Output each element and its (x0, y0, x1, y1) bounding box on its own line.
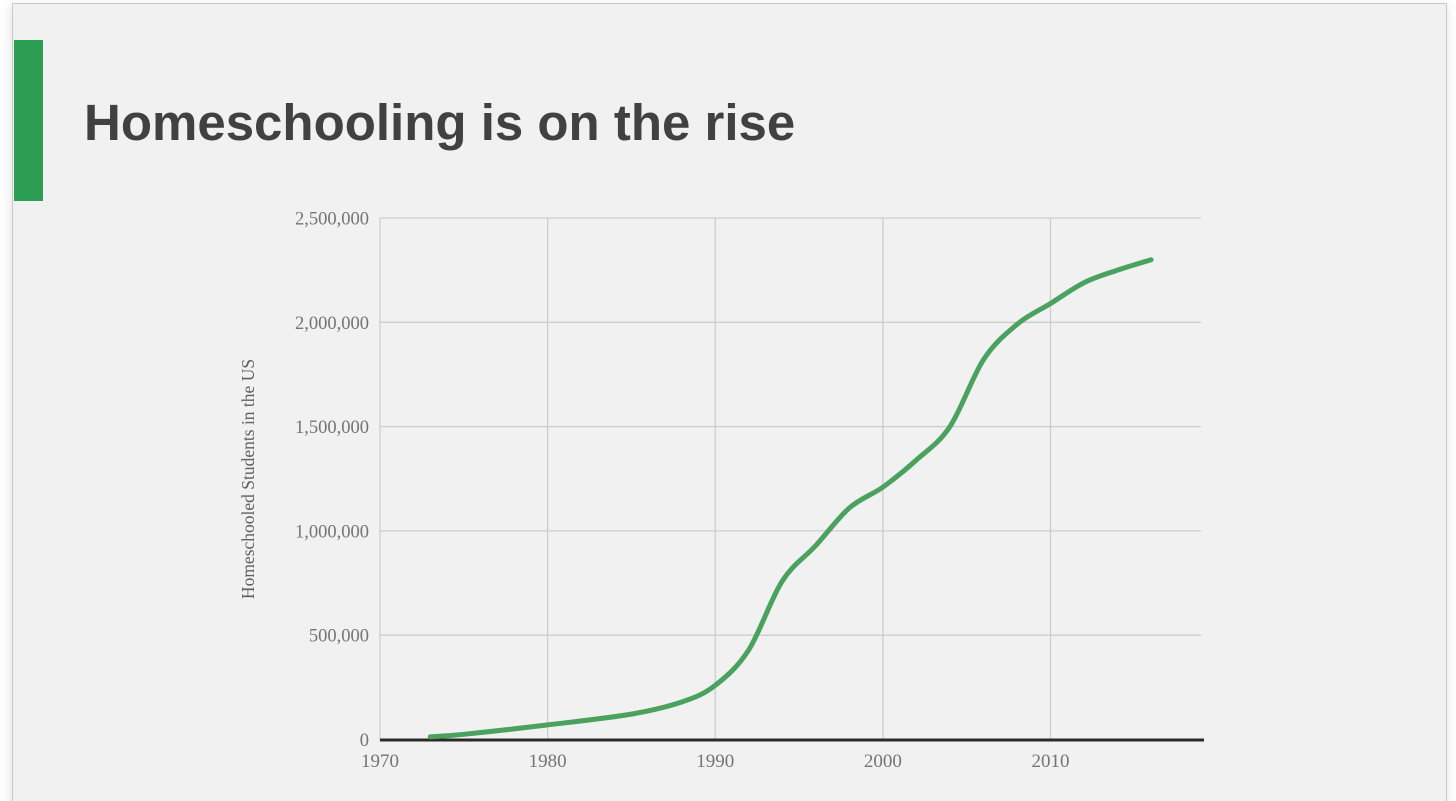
y-axis-title: Homeschooled Students in the US (238, 359, 258, 599)
data-line (427, 257, 1154, 740)
slide: Homeschooling is on the rise 0 500,000 1,0… (12, 3, 1447, 801)
y-tick-label: 500,000 (309, 627, 369, 647)
y-tick-label: 2,500,000 (295, 210, 369, 230)
x-tick-label: 2010 (1032, 751, 1070, 772)
accent-bar (14, 40, 43, 201)
x-tick-label: 1980 (529, 751, 567, 772)
slide-title: Homeschooling is on the rise (84, 94, 796, 151)
x-tick-label: 1970 (361, 751, 399, 772)
y-tick-label: 1,000,000 (295, 522, 369, 542)
y-tick-label: 2,000,000 (295, 314, 369, 334)
x-tick-label: 1990 (696, 751, 734, 772)
x-tick-label: 2000 (864, 751, 902, 772)
y-tick-label: 0 (360, 731, 369, 751)
y-tick-label: 1,500,000 (295, 418, 369, 438)
line-chart: 0 500,000 1,000,000 1,500,000 2,000,000 2,500… (238, 210, 1204, 772)
